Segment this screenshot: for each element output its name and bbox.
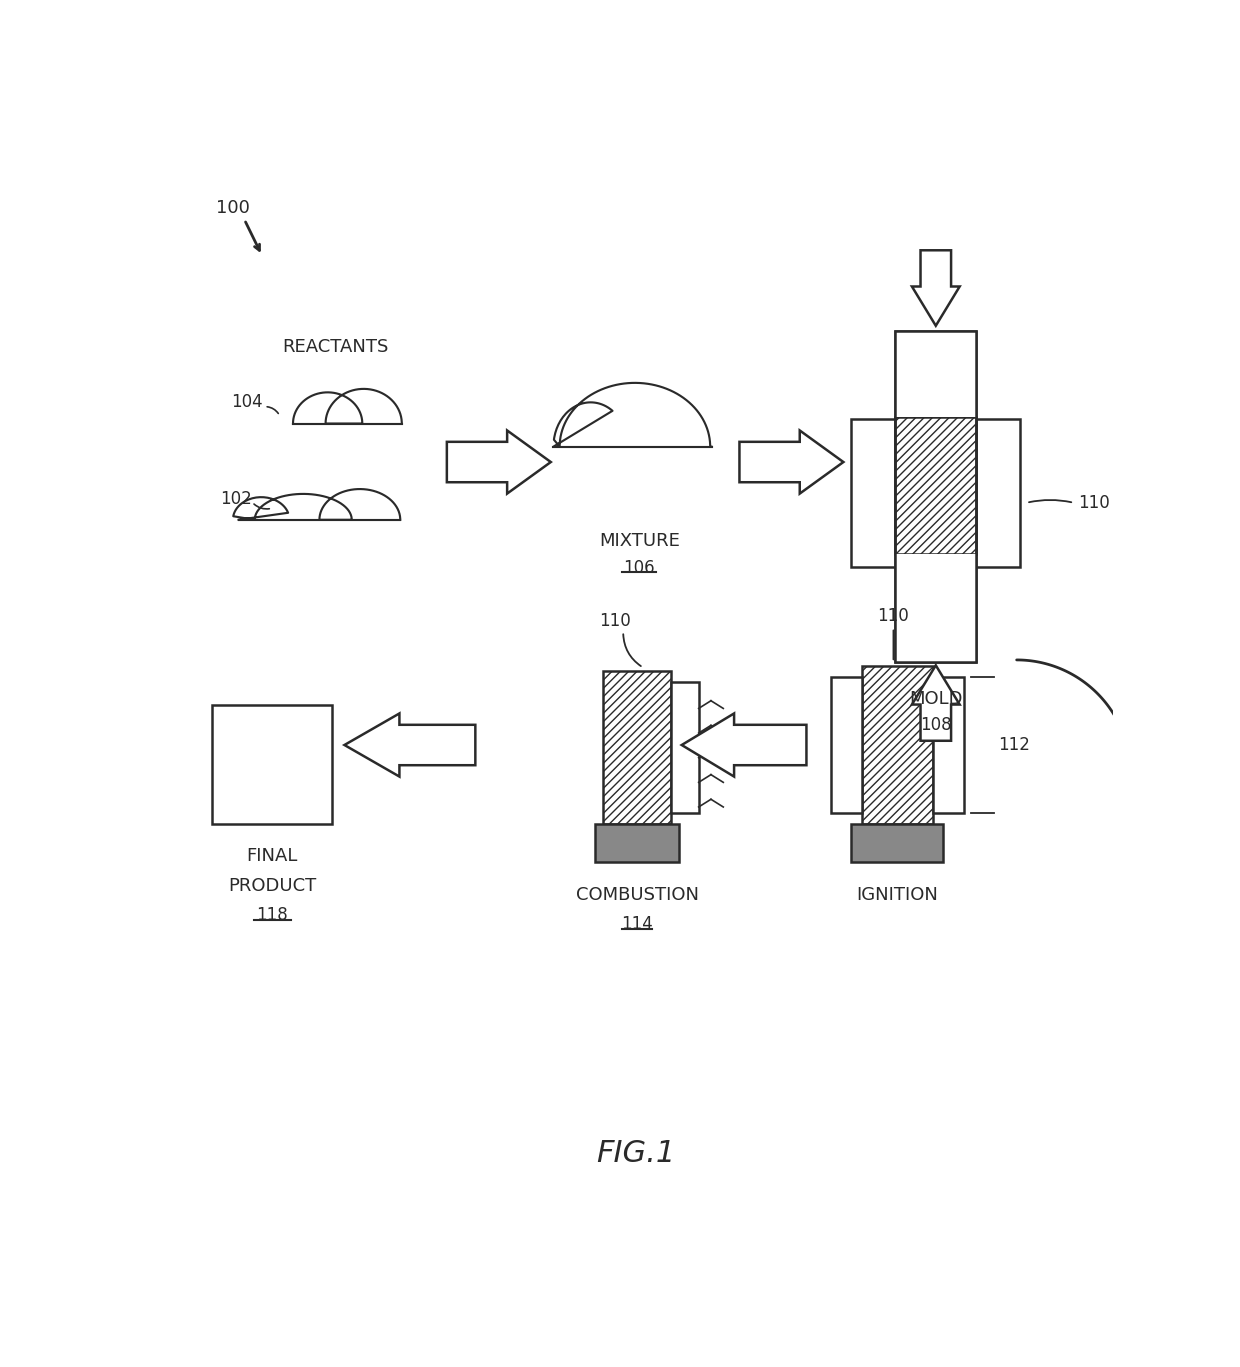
Text: 110: 110 (878, 607, 909, 625)
Polygon shape (446, 431, 551, 493)
Polygon shape (345, 714, 475, 776)
Text: COMBUSTION: COMBUSTION (575, 886, 698, 904)
Polygon shape (739, 431, 843, 493)
Bar (595, 824, 680, 863)
Bar (895, 417, 976, 555)
Text: MOLD: MOLD (909, 690, 962, 708)
Text: 108: 108 (920, 716, 951, 734)
Text: IGNITION: IGNITION (857, 886, 939, 904)
Text: FIG.1: FIG.1 (596, 1139, 675, 1167)
Bar (851, 824, 944, 863)
Polygon shape (911, 666, 960, 741)
Text: 114: 114 (621, 915, 653, 934)
Text: 102: 102 (219, 489, 252, 509)
Bar (831, 677, 862, 813)
Text: 106: 106 (624, 559, 655, 577)
Text: 100: 100 (216, 200, 249, 217)
Bar (895, 331, 976, 662)
Text: PRODUCT: PRODUCT (228, 876, 316, 894)
Bar (976, 418, 1021, 567)
Bar (603, 671, 671, 824)
Text: 110: 110 (600, 612, 631, 630)
Text: MIXTURE: MIXTURE (599, 532, 680, 550)
Text: 112: 112 (998, 735, 1030, 755)
Bar (895, 331, 976, 417)
Text: REACTANTS: REACTANTS (281, 338, 388, 355)
Text: FINAL: FINAL (247, 848, 298, 865)
Bar (852, 418, 895, 567)
Bar (932, 677, 963, 813)
Text: 104: 104 (231, 392, 263, 411)
Bar (212, 704, 332, 824)
Polygon shape (911, 250, 960, 325)
Bar (895, 331, 976, 662)
Bar (671, 682, 698, 813)
Bar (895, 555, 976, 662)
Text: 110: 110 (1078, 493, 1110, 511)
Polygon shape (682, 714, 806, 776)
Text: 118: 118 (257, 906, 288, 924)
Bar (862, 666, 932, 824)
